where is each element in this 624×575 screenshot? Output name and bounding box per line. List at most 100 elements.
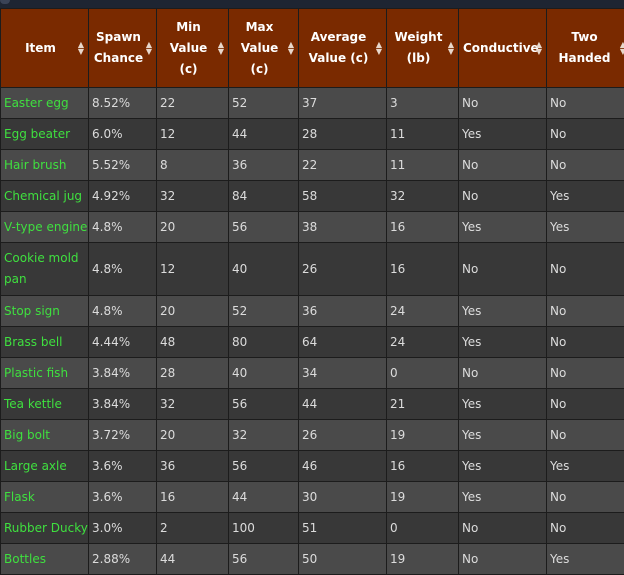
item-link[interactable]: Chemical jug [1,181,89,212]
sort-arrows-icon[interactable]: ▲▼ [620,41,624,55]
sort-arrows-icon[interactable]: ▲▼ [376,41,382,55]
column-header-weight[interactable]: Weight(lb)▲▼ [387,9,459,88]
spawn-chance-cell: 3.72% [89,420,157,451]
top-bar [0,0,624,8]
column-header-item[interactable]: Item▲▼ [1,9,89,88]
spawn-chance-cell: 6.0% [89,119,157,150]
sort-arrows-icon[interactable]: ▲▼ [288,41,294,55]
item-link[interactable]: Flask [1,482,89,513]
min-value-cell: 8 [157,150,229,181]
column-header-label-line: (lb) [391,48,446,69]
item-link[interactable]: Rubber Ducky [1,513,89,544]
item-link[interactable]: V-type engine [1,212,89,243]
weight-cell: 32 [387,181,459,212]
column-header-label-line: Two [551,27,618,48]
sort-arrows-icon[interactable]: ▲▼ [146,41,152,55]
average-value-cell: 36 [299,296,387,327]
spawn-chance-cell: 4.8% [89,296,157,327]
sort-arrows-icon[interactable]: ▲▼ [448,41,454,55]
column-header-label-line: (c) [233,59,286,80]
conductive-cell: No [459,88,547,119]
average-value-cell: 38 [299,212,387,243]
item-link[interactable]: Plastic fish [1,358,89,389]
spawn-chance-cell: 8.52% [89,88,157,119]
average-value-cell: 28 [299,119,387,150]
two-handed-cell: Yes [547,212,624,243]
conductive-cell: No [459,513,547,544]
two-handed-cell: No [547,150,624,181]
conductive-cell: Yes [459,451,547,482]
conductive-cell: No [459,181,547,212]
item-link[interactable]: Easter egg [1,88,89,119]
sort-arrows-icon[interactable]: ▲▼ [78,41,84,55]
two-handed-cell: No [547,88,624,119]
spawn-chance-cell: 3.6% [89,451,157,482]
weight-cell: 11 [387,150,459,181]
max-value-cell: 36 [229,150,299,181]
max-value-cell: 40 [229,358,299,389]
column-header-label-line: Item [5,38,76,59]
two-handed-cell: No [547,513,624,544]
top-bar-tab [0,0,10,4]
item-link[interactable]: Brass bell [1,327,89,358]
spawn-chance-cell: 3.0% [89,513,157,544]
weight-cell: 11 [387,119,459,150]
item-link[interactable]: Tea kettle [1,389,89,420]
column-header-conductive[interactable]: Conductive▲▼ [459,9,547,88]
two-handed-cell: No [547,243,624,296]
conductive-cell: Yes [459,389,547,420]
weight-cell: 24 [387,327,459,358]
conductive-cell: Yes [459,327,547,358]
item-link[interactable]: Big bolt [1,420,89,451]
spawn-chance-cell: 4.92% [89,181,157,212]
max-value-cell: 44 [229,119,299,150]
two-handed-cell: No [547,420,624,451]
max-value-cell: 52 [229,88,299,119]
two-handed-cell: No [547,119,624,150]
sort-arrows-icon[interactable]: ▲▼ [218,41,224,55]
max-value-cell: 100 [229,513,299,544]
conductive-cell: No [459,150,547,181]
two-handed-cell: No [547,482,624,513]
min-value-cell: 36 [157,451,229,482]
column-header-label: Weight(lb) [391,27,446,69]
column-header-label-line: Weight [391,27,446,48]
weight-cell: 16 [387,451,459,482]
sort-arrows-icon[interactable]: ▲▼ [536,41,542,55]
spawn-chance-cell: 5.52% [89,150,157,181]
min-value-cell: 2 [157,513,229,544]
max-value-cell: 84 [229,181,299,212]
spawn-chance-cell: 3.84% [89,389,157,420]
item-link[interactable]: Large axle [1,451,89,482]
item-link[interactable]: Stop sign [1,296,89,327]
weight-cell: 19 [387,482,459,513]
min-value-cell: 20 [157,420,229,451]
item-link[interactable]: Hair brush [1,150,89,181]
min-value-cell: 22 [157,88,229,119]
min-value-cell: 48 [157,327,229,358]
item-link[interactable]: Egg beater [1,119,89,150]
average-value-cell: 58 [299,181,387,212]
spawn-chance-cell: 3.6% [89,482,157,513]
two-handed-cell: No [547,389,624,420]
max-value-cell: 56 [229,451,299,482]
column-header-label-line: Conductive [463,38,534,59]
spawn-chance-cell: 3.84% [89,358,157,389]
spawn-chance-cell: 4.8% [89,243,157,296]
conductive-cell: Yes [459,212,547,243]
weight-cell: 16 [387,212,459,243]
spawn-chance-cell: 4.44% [89,327,157,358]
item-link[interactable]: Cookie mold pan [1,243,89,296]
